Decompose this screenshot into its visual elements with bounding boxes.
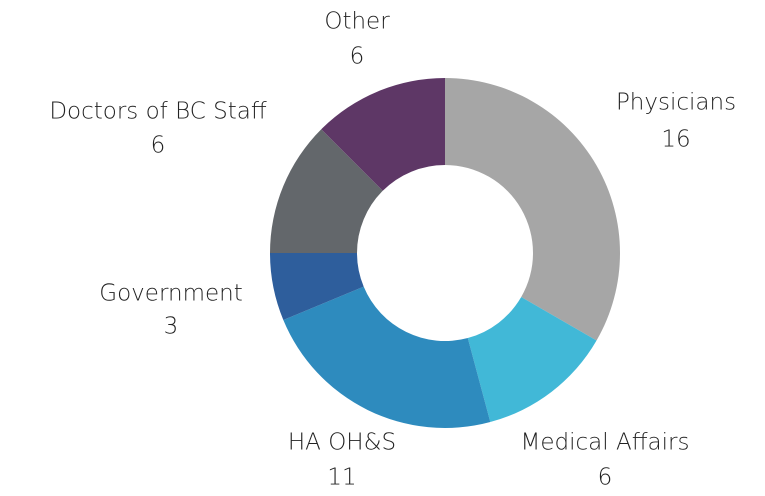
category-label: Medical Affairs	[521, 430, 690, 456]
donut-slice	[445, 78, 620, 341]
label-other: Other 6	[324, 9, 390, 70]
label-physicians: Physicians 16	[616, 90, 736, 153]
category-label: HA OH&S	[288, 430, 396, 456]
value-label: 6	[350, 44, 365, 70]
value-label: 6	[598, 465, 613, 491]
value-label: 16	[661, 127, 690, 153]
donut-slice	[270, 253, 364, 320]
donut-slice	[283, 286, 491, 429]
category-label: Physicians	[616, 90, 736, 116]
category-label: Other	[324, 9, 390, 35]
category-label: Government	[99, 281, 242, 307]
label-medical-affairs: Medical Affairs 6	[521, 430, 690, 491]
category-label: Doctors of BC Staff	[49, 99, 266, 125]
donut-slice	[467, 297, 597, 423]
value-label: 11	[327, 465, 356, 491]
donut-slice	[270, 129, 383, 253]
label-doctors: Doctors of BC Staff 6	[49, 99, 266, 159]
value-label: 6	[151, 133, 166, 159]
value-label: 3	[164, 314, 179, 340]
slices	[270, 78, 620, 429]
donut-slice	[321, 78, 445, 191]
label-ha-ohs: HA OH&S 11	[288, 430, 396, 491]
label-government: Government 3	[99, 281, 242, 340]
